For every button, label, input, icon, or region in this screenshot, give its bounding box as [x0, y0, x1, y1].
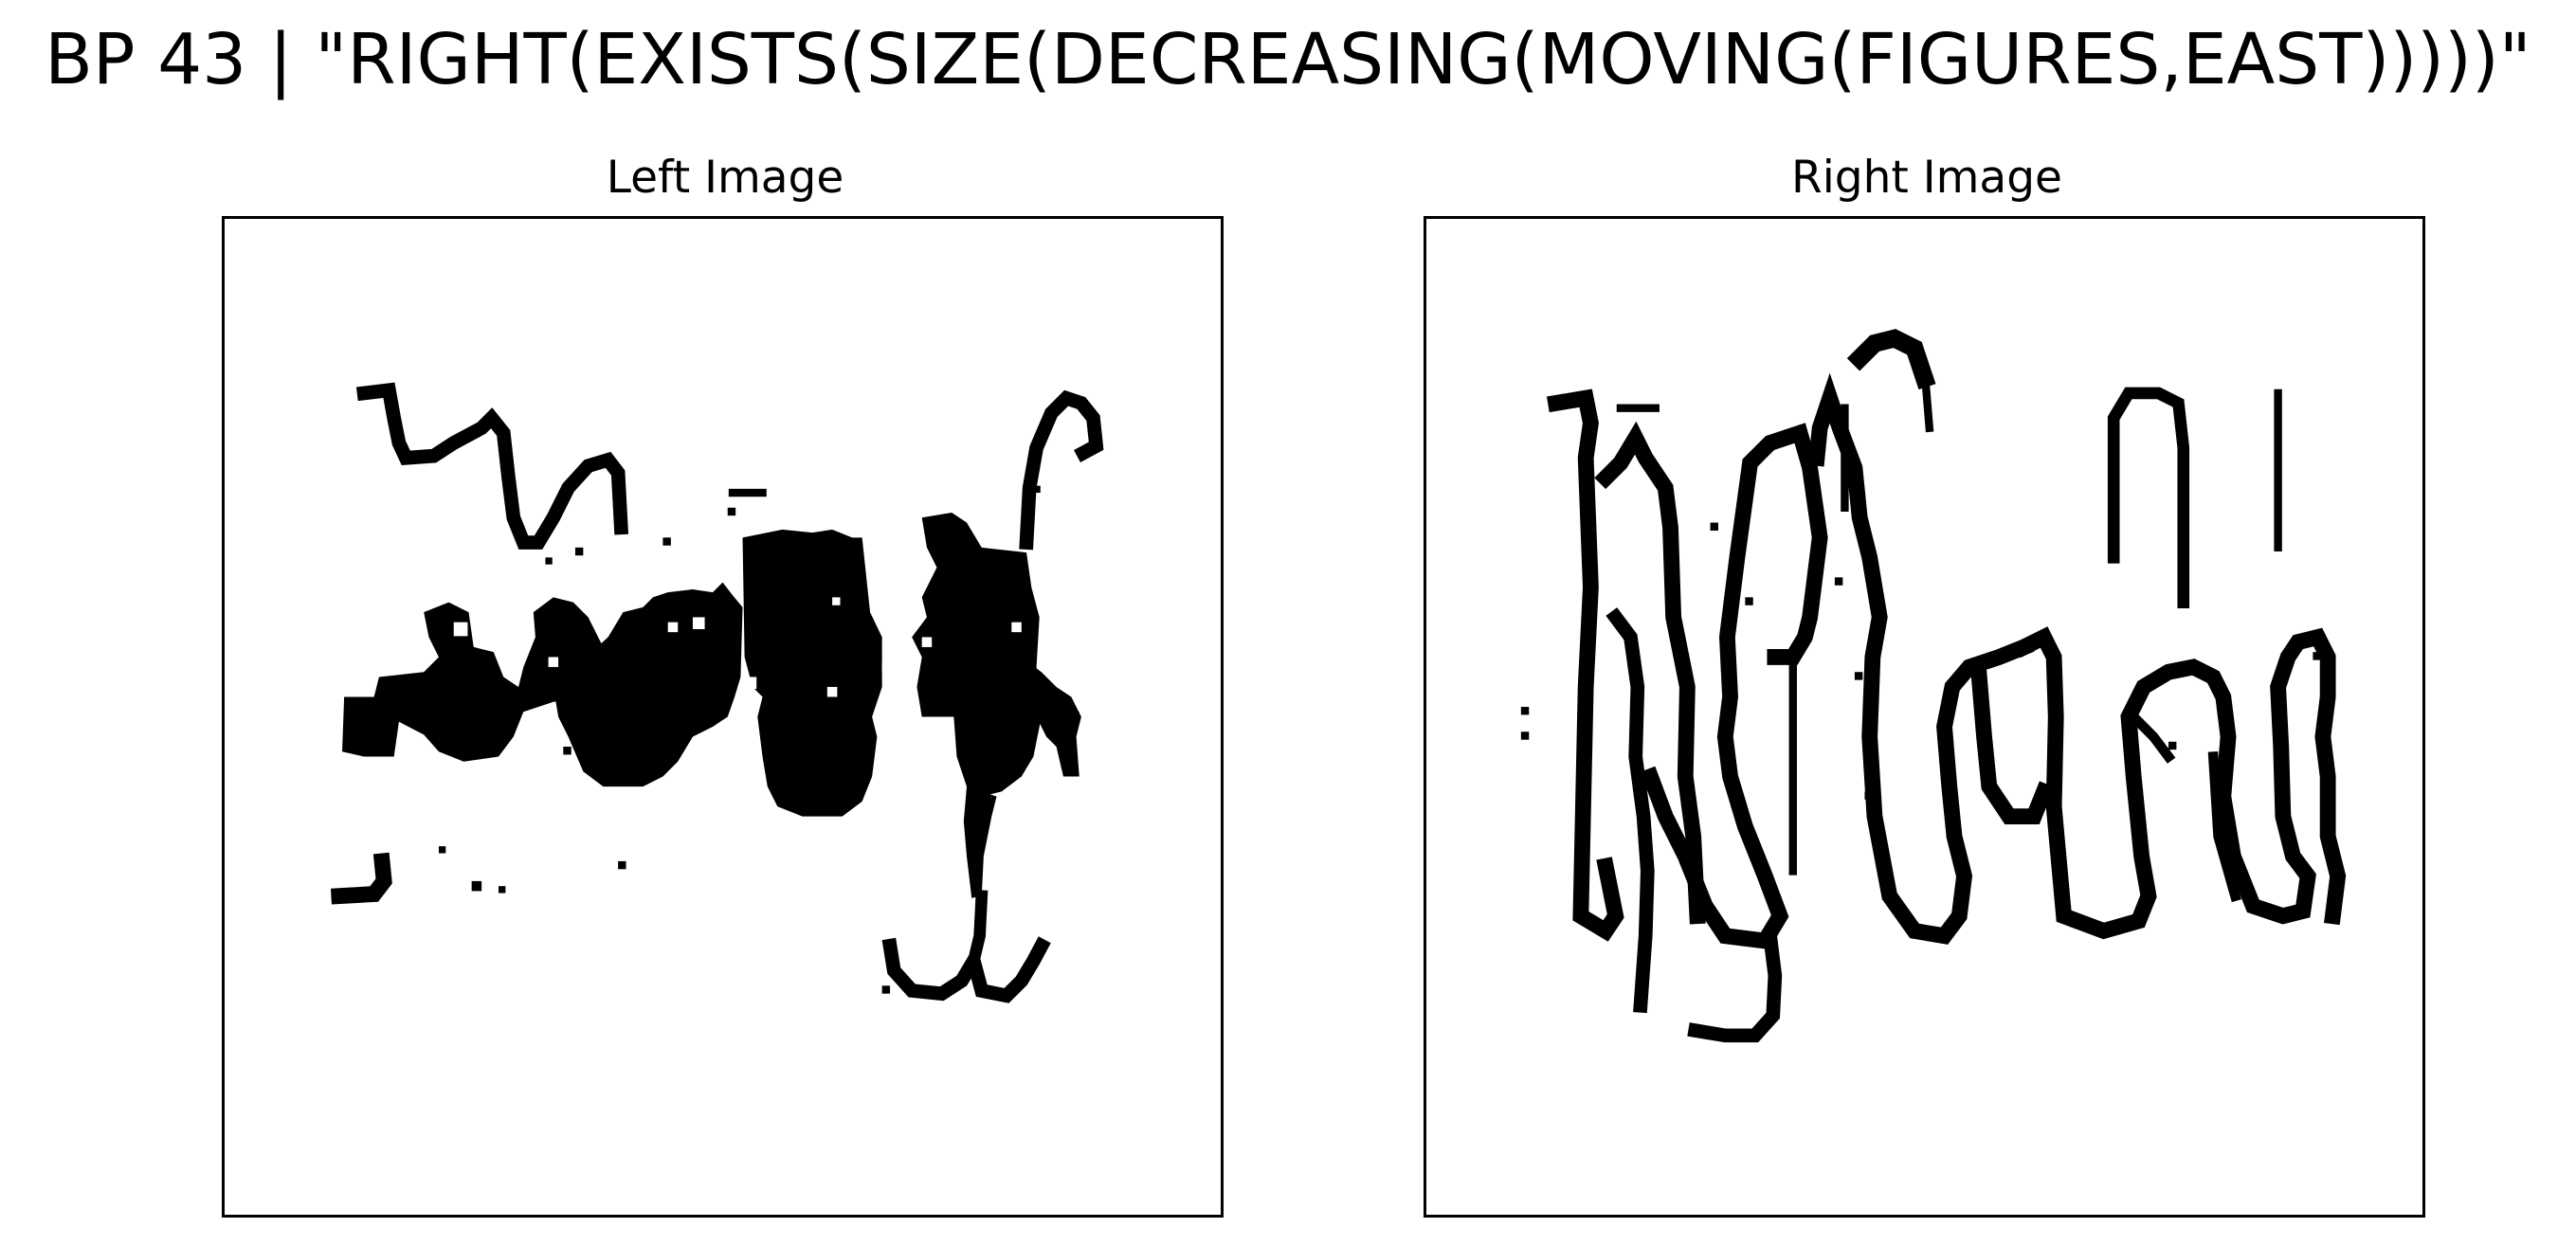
- left-holes: [453, 597, 1022, 697]
- right-image-title: Right Image: [1791, 152, 2062, 204]
- left-specks: [438, 465, 1079, 994]
- figure-title: BP 43 | "RIGHT(EXISTS(SIZE(DECREASING(MO…: [45, 19, 2531, 100]
- left-image-figure: [330, 382, 1104, 1003]
- right-image-figure: [1520, 329, 2347, 1043]
- right-image-panel: [1424, 216, 2425, 1218]
- left-image-panel: [222, 216, 1224, 1218]
- right-specks: [1520, 522, 2321, 989]
- left-blobs: [342, 513, 1081, 898]
- right-strokes: [1546, 329, 2347, 1043]
- left-image-title: Left Image: [606, 152, 844, 204]
- left-strokes: [330, 382, 1104, 1003]
